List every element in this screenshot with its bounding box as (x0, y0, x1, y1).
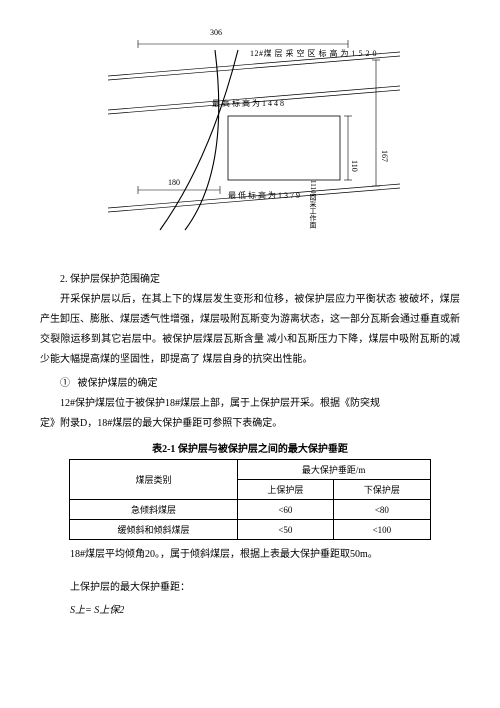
item-1-line1: 12#保护煤层位于被保护18#煤层上部，属于上保护层开采。根据《防突规 (40, 394, 460, 414)
table-caption: 表2-1 保护层与被保护层之间的最大保护垂距 (40, 440, 460, 455)
item-1-num: ① (60, 378, 70, 389)
item-1: ① 被保护煤层的确定 12#保护煤层位于被保护18#煤层上部，属于上保护层开采。… (40, 374, 460, 434)
th-max: 最大保护垂距/m (237, 460, 430, 480)
formula: S上= S上保2 (70, 601, 460, 616)
item-1-title: 被保护煤层的确定 (78, 378, 158, 389)
formula-text: S上= S上保2 (70, 605, 124, 616)
table-row: 缓倾斜和倾斜煤层 <50 <100 (70, 520, 430, 540)
dim-v-outer: 167 (380, 150, 389, 162)
th-lower: 下保护层 (334, 480, 430, 500)
table-row: 急倾斜煤层 <60 <80 (70, 500, 430, 520)
cell: <50 (237, 520, 333, 540)
item-1-mark: ① 被保护煤层的确定 (40, 374, 460, 394)
section-2: 2. 保护层保护范围确定 开采保护层以后，在其上下的煤层发生变形和位移，被保护层… (40, 270, 460, 370)
geology-diagram: 306 12#煤 层 采 空 区 标 高 为 1 5 2 0 最 高 标 高 为… (90, 30, 410, 250)
table-row: 煤层类别 最大保护垂距/m (70, 460, 430, 480)
cell: 急倾斜煤层 (70, 500, 237, 520)
label-right-top: 12#煤 层 采 空 区 标 高 为 1 5 2 0 (250, 48, 377, 59)
label-workface: 1110回采工作面 (308, 180, 318, 228)
upper-line: 上保护层的最大保护垂距： (70, 578, 460, 593)
th-category: 煤层类别 (70, 460, 237, 500)
dim-left-value: 180 (168, 178, 180, 187)
cell: <100 (334, 520, 430, 540)
diagram-svg (90, 30, 410, 240)
cell: 缓倾斜和倾斜煤层 (70, 520, 237, 540)
after-table-note: 18#煤层平均倾角20。，属于倾斜煤层，根据上表最大保护垂距取50m。 (70, 546, 460, 564)
label-max: 最 高 标 高 为 1 4 4 8 (212, 98, 284, 109)
dim-top-width: 306 (210, 28, 222, 37)
cell: <60 (237, 500, 333, 520)
section-2-para: 开采保护层以后，在其上下的煤层发生变形和位移，被保护层应力平衡状态 被破坏，煤层… (40, 290, 460, 370)
section-2-title: 2. 保护层保护范围确定 (40, 270, 460, 290)
label-min: 最 低 标 高 为 1 3 7 9 (228, 190, 300, 201)
th-upper: 上保护层 (237, 480, 333, 500)
protection-table: 煤层类别 最大保护垂距/m 上保护层 下保护层 急倾斜煤层 <60 <80 缓倾… (69, 459, 430, 540)
cell: <80 (334, 500, 430, 520)
dim-v-inner: 110 (350, 160, 359, 172)
item-1-line2: 定》附录D，18#煤层的最大保护垂距可参照下表确定。 (40, 414, 460, 434)
